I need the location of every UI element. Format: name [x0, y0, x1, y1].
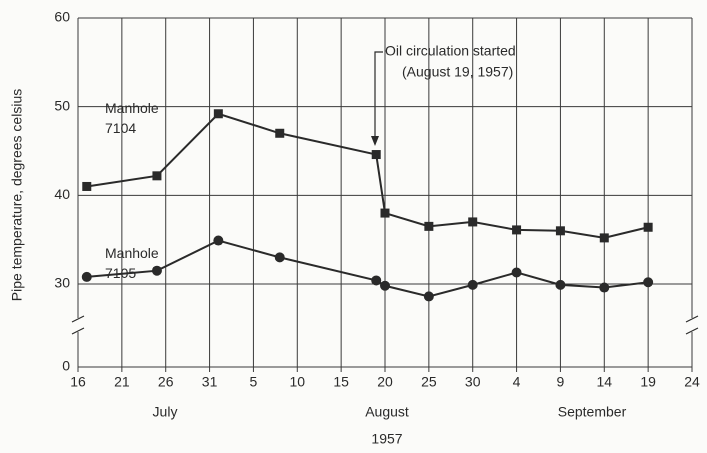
- y-tick-label: 40: [54, 186, 70, 202]
- month-label: September: [558, 404, 627, 420]
- marker: [511, 267, 522, 278]
- year-label: 1957: [371, 431, 402, 447]
- annotation: (August 19, 1957): [402, 64, 513, 80]
- x-tick-label: 26: [158, 374, 174, 390]
- y-tick-label: 30: [54, 275, 70, 291]
- x-tick-label: 25: [421, 374, 437, 390]
- y-tick-label: 50: [54, 97, 70, 113]
- marker: [81, 271, 92, 282]
- y-tick-label: 0: [62, 358, 70, 374]
- month-label: July: [153, 404, 178, 420]
- marker: [275, 128, 285, 138]
- x-tick-label: 24: [684, 374, 700, 390]
- marker: [643, 222, 653, 232]
- marker: [274, 252, 285, 263]
- marker: [643, 277, 654, 288]
- x-tick-label: 10: [289, 374, 305, 390]
- axis-break-gap: [689, 318, 695, 332]
- marker: [555, 279, 566, 290]
- series-label: Manhole 7105: [105, 245, 159, 281]
- x-tick-label: 9: [557, 374, 565, 390]
- x-tick-label: 4: [513, 374, 521, 390]
- month-label: August: [365, 404, 409, 420]
- marker: [82, 181, 92, 191]
- x-tick-label: 16: [70, 374, 86, 390]
- x-tick-label: 15: [333, 374, 349, 390]
- marker: [467, 279, 478, 290]
- marker: [555, 226, 565, 236]
- marker: [599, 233, 609, 243]
- series-line: [86, 112, 649, 239]
- marker: [380, 280, 390, 291]
- x-tick-label: 5: [250, 374, 258, 390]
- x-tick-label: 21: [114, 374, 130, 390]
- marker: [468, 217, 478, 227]
- marker: [371, 275, 382, 286]
- arrow-head: [371, 136, 379, 146]
- marker: [152, 171, 162, 181]
- y-axis-label: Pipe temperature, degrees celsius: [9, 89, 25, 301]
- series-line: [86, 239, 649, 298]
- x-tick-label: 14: [596, 374, 612, 390]
- axis-break: [71, 315, 85, 335]
- x-tick-label: 19: [640, 374, 656, 390]
- y-tick-label: 60: [54, 9, 70, 25]
- marker: [151, 265, 162, 276]
- marker: [423, 291, 434, 302]
- marker: [213, 235, 224, 246]
- marker: [599, 282, 610, 293]
- annotation: Oil circulation started: [385, 43, 516, 59]
- x-tick-label: 30: [465, 374, 481, 390]
- axis-break: [685, 315, 699, 335]
- marker: [371, 150, 381, 160]
- axis-break-gap: [75, 318, 81, 332]
- marker: [213, 109, 223, 119]
- marker: [424, 221, 434, 231]
- series-label: Manhole 7104: [105, 100, 159, 136]
- x-tick-label: 31: [202, 374, 218, 390]
- marker: [512, 225, 522, 235]
- annotation-arrow: [374, 51, 383, 140]
- marker: [380, 208, 390, 218]
- x-tick-label: 20: [377, 374, 393, 390]
